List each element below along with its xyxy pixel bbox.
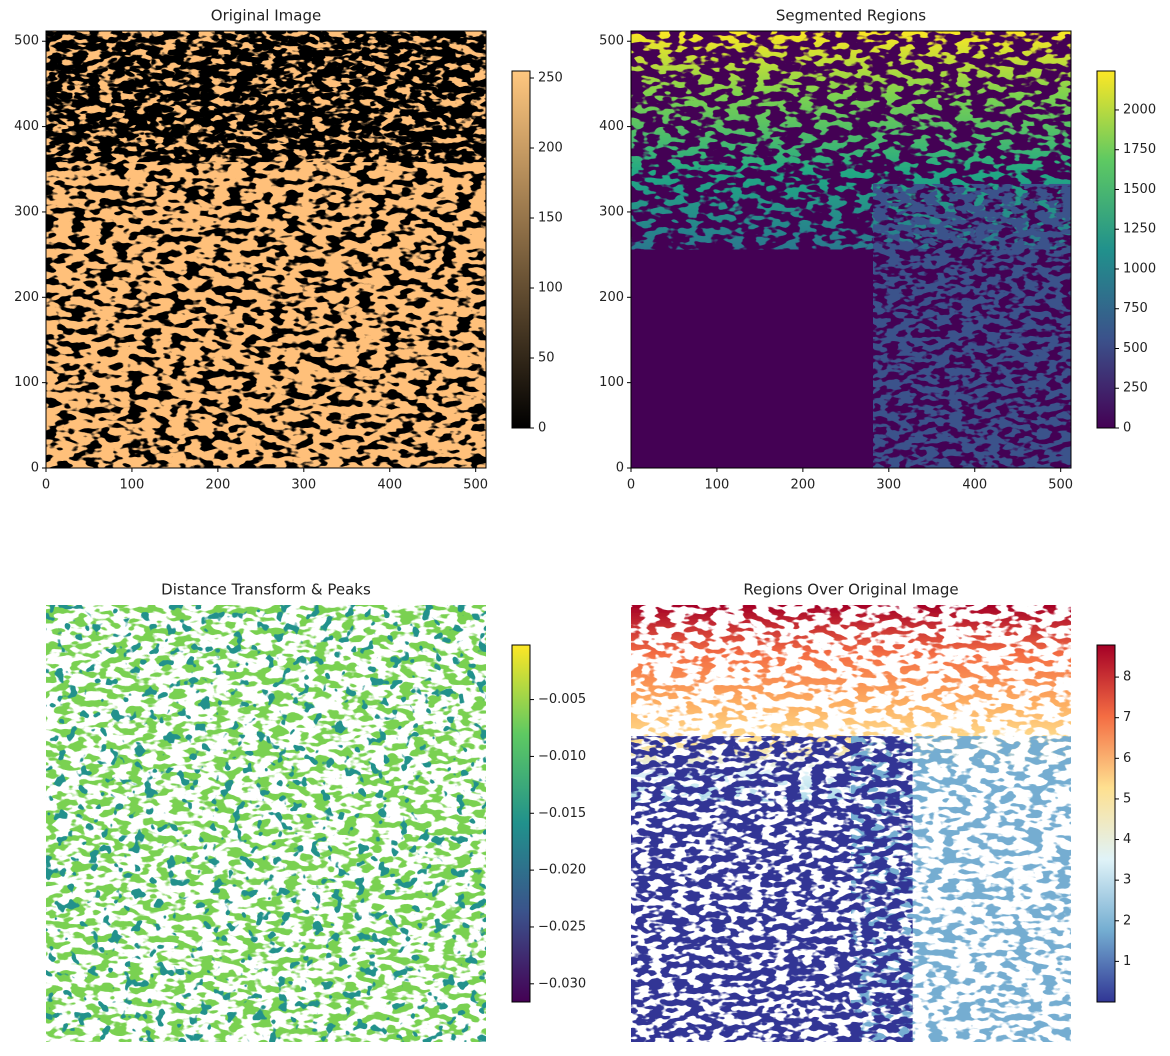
- colorbar-tick-label: −0.025: [538, 919, 586, 934]
- colorbar-tick-label: 2000: [1123, 102, 1156, 117]
- colorbar: [511, 644, 531, 1003]
- chart-title: Distance Transform & Peaks: [161, 581, 371, 599]
- colorbar-tick-label: −0.030: [538, 976, 586, 991]
- axes-frame: [630, 30, 1072, 469]
- x-tick-label: 100: [705, 478, 730, 493]
- y-tick-label: 300: [599, 204, 624, 219]
- y-tick-label: 400: [14, 119, 39, 134]
- y-tick-label: 400: [599, 119, 624, 134]
- x-tick-label: 500: [1048, 478, 1073, 493]
- colorbar-tick-label: 7: [1123, 710, 1131, 725]
- colorbar-tick-label: 750: [1123, 301, 1148, 316]
- colorbar-tick-label: −0.020: [538, 863, 586, 878]
- colorbar-tick-label: −0.015: [538, 806, 586, 821]
- colorbar-tick-label: 250: [1123, 381, 1148, 396]
- colorbar-tick-label: 250: [538, 71, 563, 86]
- colorbar: [1096, 70, 1116, 429]
- colorbar-tick-label: 8: [1123, 670, 1131, 685]
- x-tick-label: 300: [876, 478, 901, 493]
- axes-frame: [45, 30, 487, 469]
- x-tick-label: 300: [291, 478, 316, 493]
- x-tick-label: 200: [790, 478, 815, 493]
- image-texture: [46, 605, 486, 1042]
- y-tick-label: 0: [616, 461, 624, 476]
- colorbar-tick-label: 4: [1123, 832, 1131, 847]
- colorbar-tick-label: 0: [538, 421, 546, 436]
- x-tick-label: 0: [627, 478, 635, 493]
- image-texture: [873, 183, 1071, 468]
- y-tick-label: 0: [31, 461, 39, 476]
- colorbar-tick-label: 6: [1123, 751, 1131, 766]
- colorbar-tick-label: 200: [538, 141, 563, 156]
- y-tick-label: 500: [599, 34, 624, 49]
- chart-title: Regions Over Original Image: [743, 581, 958, 599]
- colorbar: [1096, 644, 1116, 1003]
- y-tick-label: 300: [14, 204, 39, 219]
- x-tick-label: 500: [463, 478, 488, 493]
- colorbar-tick-label: 150: [538, 211, 563, 226]
- y-tick-label: 100: [599, 375, 624, 390]
- x-tick-label: 100: [120, 478, 145, 493]
- colorbar-tick-label: 1: [1123, 954, 1131, 969]
- image-texture: [46, 31, 486, 163]
- chart-title: Segmented Regions: [776, 7, 926, 25]
- x-tick-label: 0: [42, 478, 50, 493]
- colorbar-tick-label: 1000: [1123, 261, 1156, 276]
- colorbar-tick-label: 1500: [1123, 182, 1156, 197]
- colorbar-tick-label: 1250: [1123, 222, 1156, 237]
- colorbar-tick-label: 5: [1123, 791, 1131, 806]
- chart-title: Original Image: [211, 7, 321, 25]
- colorbar-tick-label: 50: [538, 351, 555, 366]
- colorbar-tick-label: 100: [538, 281, 563, 296]
- image-texture: [631, 736, 913, 1042]
- colorbar-tick-label: −0.010: [538, 749, 586, 764]
- y-tick-label: 500: [14, 34, 39, 49]
- colorbar: [511, 70, 531, 429]
- y-tick-label: 200: [14, 290, 39, 305]
- y-tick-label: 200: [599, 290, 624, 305]
- colorbar-tick-label: −0.005: [538, 692, 586, 707]
- colorbar-tick-label: 0: [1123, 421, 1131, 436]
- colorbar-tick-label: 500: [1123, 341, 1148, 356]
- y-tick-label: 100: [14, 375, 39, 390]
- colorbar-tick-label: 2: [1123, 913, 1131, 928]
- x-tick-label: 400: [962, 478, 987, 493]
- x-tick-label: 400: [377, 478, 402, 493]
- colorbar-tick-label: 1750: [1123, 142, 1156, 157]
- colorbar-tick-label: 3: [1123, 873, 1131, 888]
- x-tick-label: 200: [205, 478, 230, 493]
